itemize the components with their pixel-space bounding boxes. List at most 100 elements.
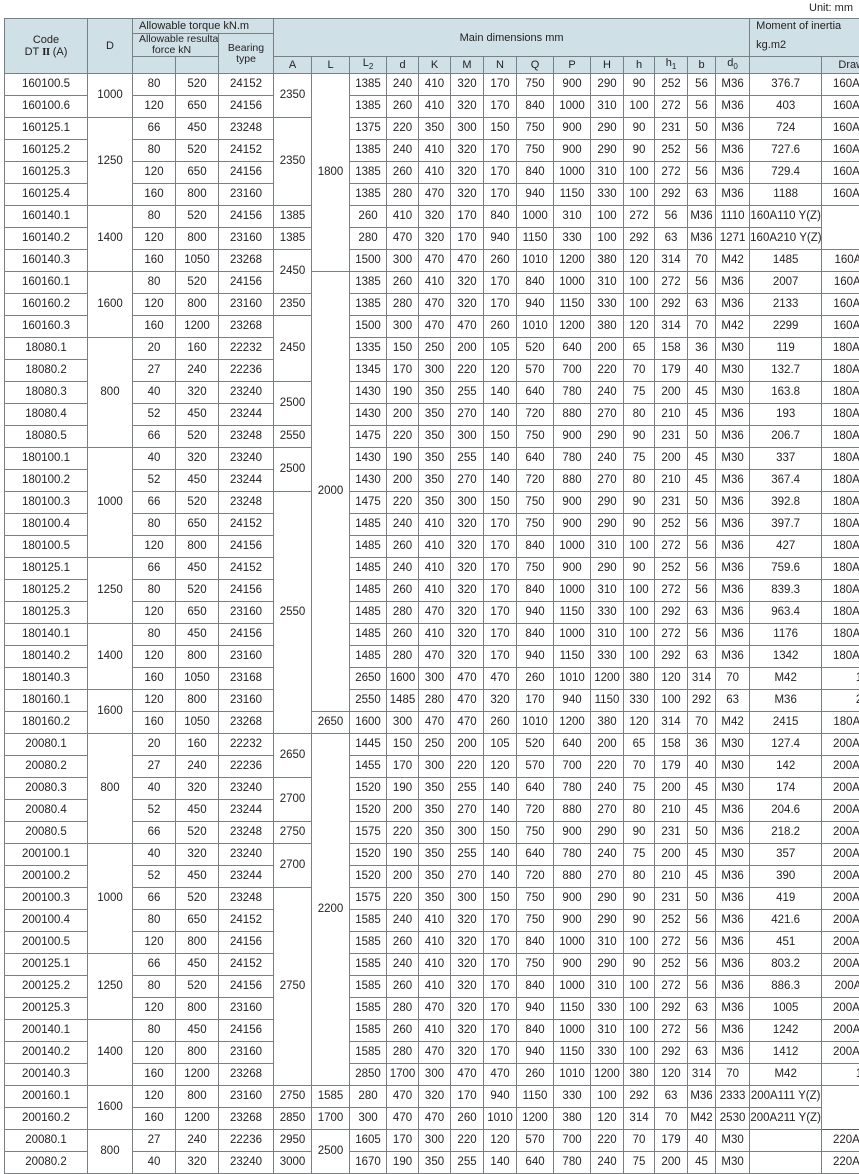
- cell-moment-of-inertia: 390: [750, 866, 822, 888]
- cell-d0: M30: [716, 360, 750, 382]
- cell-Q: 1010: [554, 668, 591, 690]
- cell-L2: 1385: [274, 206, 312, 228]
- cell-L2: 1455: [350, 756, 387, 778]
- cell-allowable-force: 160: [176, 734, 219, 756]
- cell-drawing-no: 180A211 Y(Z): [822, 712, 859, 734]
- cell-H: 240: [591, 844, 624, 866]
- cell-h1: 200: [655, 844, 688, 866]
- cell-M: 320: [419, 1086, 451, 1108]
- cell-M: 270: [451, 800, 484, 822]
- cell-allowable-force: 240: [176, 756, 219, 778]
- cell-Q: 840: [517, 96, 554, 118]
- cell-moment-of-inertia: 132.7: [750, 360, 822, 382]
- cell-allowable-force: 450: [176, 558, 219, 580]
- cell-H: 220: [591, 360, 624, 382]
- cell-M: 255: [451, 1152, 484, 1174]
- cell-h: 100: [624, 624, 655, 646]
- cell-h: 90: [624, 492, 655, 514]
- cell-d0: M36: [716, 492, 750, 514]
- cell-d-outer: 1400: [88, 1020, 133, 1086]
- cell-moment-of-inertia: 1563: [822, 668, 859, 690]
- cell-drawing-no: 160A608 Y(Z): [822, 96, 859, 118]
- cell-h: 120: [624, 316, 655, 338]
- cell-d0: M36: [716, 426, 750, 448]
- cell-bearing-type: 22232: [219, 734, 274, 756]
- cell-P: 880: [554, 866, 591, 888]
- header-d: D: [88, 19, 133, 74]
- cell-h1: 179: [655, 360, 688, 382]
- cell-bearing-type: 23240: [219, 1152, 274, 1174]
- cell-d0: M36: [716, 118, 750, 140]
- cell-H: 380: [591, 712, 624, 734]
- cell-moment-of-inertia: [750, 1152, 822, 1174]
- cell-allowable-force: 520: [176, 74, 219, 96]
- cell-K: 410: [419, 910, 451, 932]
- cell-drawing-no: 200A507 Y(Z): [822, 822, 859, 844]
- cell-N: 150: [484, 492, 517, 514]
- cell-P: 1000: [554, 580, 591, 602]
- cell-code: 20080.2: [5, 756, 88, 778]
- cell-drawing-no: 200A109 Y(Z): [822, 954, 859, 976]
- specification-table: Code DT II (A) D Allowable torque kN.m M…: [4, 18, 859, 1174]
- cell-b: 63: [716, 690, 750, 712]
- cell-code: 18080.4: [5, 404, 88, 426]
- cell-d0: M36: [716, 96, 750, 118]
- cell-Q: 940: [517, 184, 554, 206]
- cell-h: 70: [624, 1130, 655, 1152]
- cell-h1: 314: [624, 1108, 655, 1130]
- cell-allowable-torque: 80: [133, 140, 176, 162]
- spec-table-page: Unit: mm Code DT II (A) D Allowable torq…: [0, 0, 859, 1140]
- cell-h: 90: [624, 888, 655, 910]
- cell-bearing-type: 23268: [219, 1064, 274, 1086]
- cell-N: 120: [484, 1130, 517, 1152]
- header-allowable-force: Allowable resultant force kN: [133, 34, 219, 57]
- cell-Q: 720: [517, 404, 554, 426]
- cell-N: 150: [484, 888, 517, 910]
- cell-N: 170: [484, 558, 517, 580]
- header-L2: L2: [350, 57, 387, 74]
- cell-d0: M36: [716, 536, 750, 558]
- cell-d: 220: [387, 822, 419, 844]
- cell-d: 300: [387, 712, 419, 734]
- cell-d0: M36: [716, 580, 750, 602]
- cell-P: 900: [554, 492, 591, 514]
- header-inertia-col: [750, 57, 822, 74]
- cell-bearing-type: 24156: [219, 580, 274, 602]
- cell-allowable-torque: 120: [133, 1042, 176, 1064]
- cell-L2: 1335: [350, 338, 387, 360]
- cell-N: 170: [517, 690, 554, 712]
- cell-h: 70: [624, 756, 655, 778]
- header-row-3: A L L2 d K M N Q P H h h1 b d0 Drawing N…: [5, 57, 859, 74]
- cell-drawing-no: 200A407 Y(Z): [822, 800, 859, 822]
- cell-b: 45: [688, 1152, 716, 1174]
- cell-allowable-force: 450: [176, 624, 219, 646]
- cell-M: 320: [451, 294, 484, 316]
- cell-M: 320: [451, 162, 484, 184]
- cell-allowable-torque: 52: [133, 404, 176, 426]
- cell-allowable-torque: 20: [133, 734, 176, 756]
- cell-H: 330: [591, 646, 624, 668]
- cell-code: 180125.3: [5, 602, 88, 624]
- cell-N: 120: [484, 360, 517, 382]
- cell-b: 70: [688, 712, 716, 734]
- cell-h: 100: [591, 1086, 624, 1108]
- unit-note: Unit: mm: [4, 0, 855, 18]
- cell-d: 240: [387, 74, 419, 96]
- cell-P: 700: [554, 360, 591, 382]
- cell-code: 200100.5: [5, 932, 88, 954]
- cell-d-outer: 1600: [88, 690, 133, 734]
- cell-a: 2500: [274, 382, 312, 426]
- cell-drawing-no: 200A508 Y(Z): [822, 932, 859, 954]
- cell-K: 410: [419, 140, 451, 162]
- cell-b: 40: [688, 360, 716, 382]
- cell-a: 2500: [274, 448, 312, 492]
- cell-N: 140: [484, 866, 517, 888]
- cell-h1: 292: [624, 1086, 655, 1108]
